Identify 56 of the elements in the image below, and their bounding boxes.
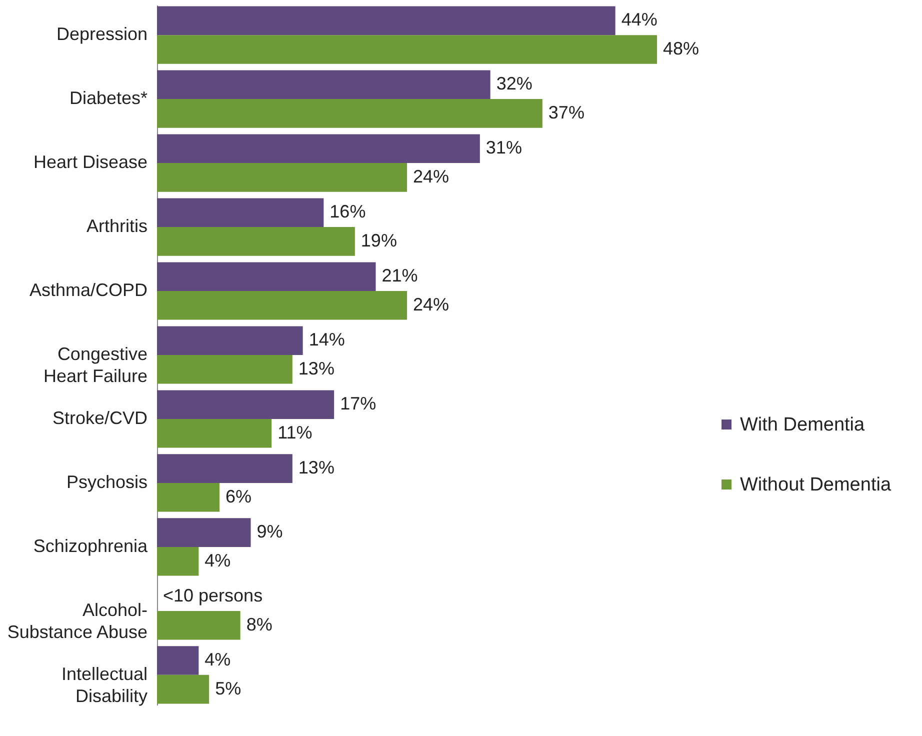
data-label: 16% xyxy=(330,202,366,222)
bar xyxy=(157,546,199,576)
y-tick-label: Intellectual Disability xyxy=(61,664,148,706)
bar xyxy=(157,70,490,100)
data-label: 13% xyxy=(298,358,334,378)
data-label: 44% xyxy=(621,10,658,30)
bar xyxy=(157,454,292,483)
bar xyxy=(157,163,407,192)
data-label: 24% xyxy=(413,166,450,186)
y-tick-label: Depression xyxy=(56,24,148,44)
bar xyxy=(157,646,199,675)
bar xyxy=(157,6,616,36)
y-tick-label: Asthma/COPD xyxy=(29,280,148,300)
data-label: 32% xyxy=(496,74,532,94)
y-tick-label: Schizophrenia xyxy=(33,536,148,556)
data-label: 21% xyxy=(382,266,418,286)
bar xyxy=(157,99,542,128)
text: <10 persons xyxy=(163,586,263,606)
y-tick-label: Heart Disease xyxy=(33,152,148,172)
bar xyxy=(157,35,657,64)
data-label: 4% xyxy=(204,550,231,570)
bar xyxy=(157,518,251,547)
y-tick-label: Stroke/CVD xyxy=(52,408,148,428)
y-tick-label: Psychosis xyxy=(66,472,148,492)
data-label: 4% xyxy=(204,650,231,670)
y-tick-label: Alcohol- Substance Abuse xyxy=(7,600,148,642)
data-label: 9% xyxy=(256,522,283,542)
data-label: 19% xyxy=(360,230,397,250)
bar xyxy=(157,134,480,164)
bar xyxy=(157,326,303,355)
data-label: 11% xyxy=(278,422,312,442)
bar xyxy=(157,390,334,419)
y-tick-label: Congestive Heart Failure xyxy=(43,344,148,386)
bar xyxy=(157,198,324,228)
legend-label: With Dementia xyxy=(740,414,866,436)
bar xyxy=(157,355,292,384)
data-label: 37% xyxy=(548,102,584,122)
data-label: 13% xyxy=(298,458,334,478)
data-label: 24% xyxy=(413,294,450,314)
bar xyxy=(157,418,272,448)
data-label: 17% xyxy=(340,394,376,414)
bar xyxy=(157,610,240,640)
legend-label: Without Dementia xyxy=(740,474,892,496)
bar xyxy=(157,291,407,320)
bar xyxy=(157,674,210,704)
data-label: 5% xyxy=(215,678,242,698)
data-label: 31% xyxy=(486,138,522,158)
bar xyxy=(157,482,220,512)
y-tick-label: Diabetes* xyxy=(69,88,148,108)
bar xyxy=(157,227,355,256)
data-label: 14% xyxy=(308,330,345,350)
y-tick-label: Arthritis xyxy=(86,216,148,236)
data-label: 48% xyxy=(663,38,700,58)
bar xyxy=(157,262,376,292)
data-label: 6% xyxy=(226,486,252,506)
data-label: 8% xyxy=(246,614,272,634)
